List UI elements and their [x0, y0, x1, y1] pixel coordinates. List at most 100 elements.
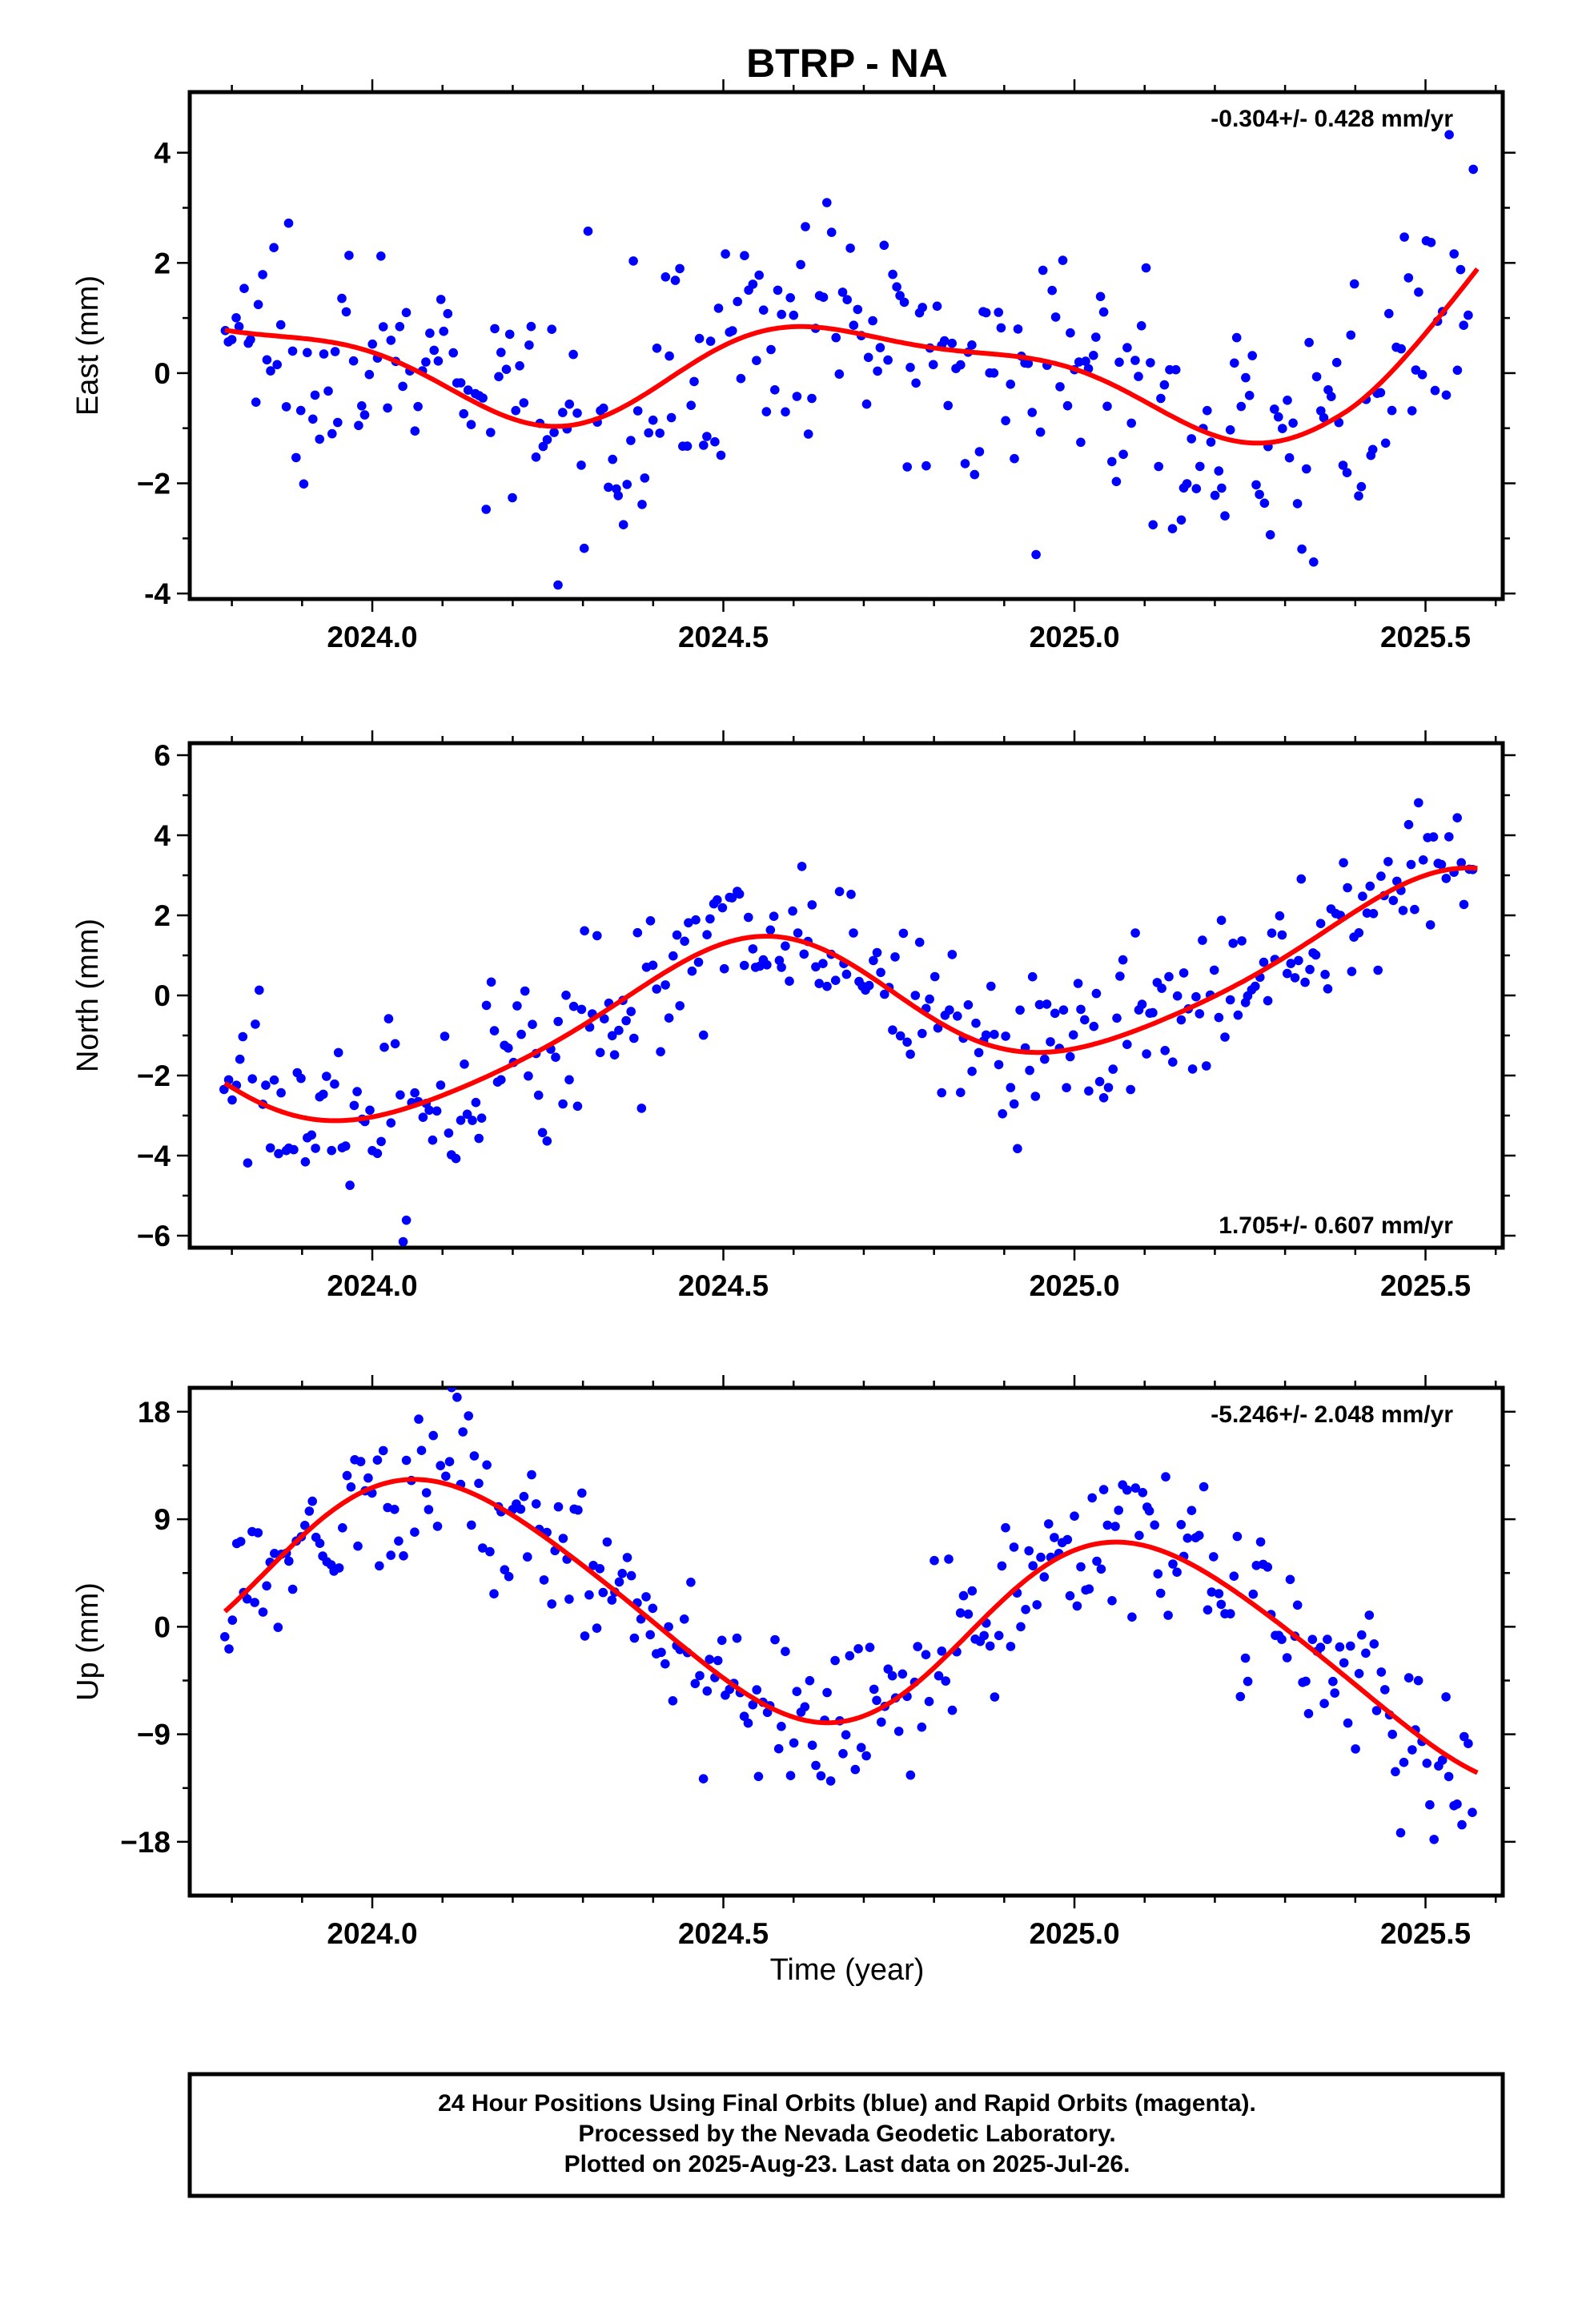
north-data-point: [1320, 970, 1330, 979]
east-data-point: [1403, 273, 1414, 283]
north-data-point: [1233, 1010, 1243, 1020]
north-data-point: [238, 1031, 248, 1042]
east-data-point: [344, 251, 354, 260]
north-data-point: [340, 1141, 351, 1151]
north-data-point: [1006, 1083, 1016, 1092]
north-data-point: [276, 1088, 286, 1098]
east-data-point: [1349, 279, 1359, 289]
north-data-point: [652, 984, 661, 994]
north-data-point: [1108, 1064, 1118, 1074]
east-data-point: [1111, 476, 1122, 487]
up-data-point: [690, 1679, 701, 1689]
east-data-point: [1319, 412, 1329, 423]
up-data-point: [474, 1478, 484, 1489]
north-data-point: [869, 955, 878, 966]
up-data-point: [242, 1594, 252, 1604]
east-x-tick-label: 2025.0: [1029, 621, 1119, 653]
north-data-point: [1220, 1032, 1230, 1042]
north-data-point: [432, 1106, 442, 1116]
up-data-point: [622, 1553, 632, 1562]
up-points: [220, 1388, 1477, 1844]
north-data-point: [307, 1130, 317, 1140]
east-data-point: [348, 356, 359, 366]
up-data-point: [1452, 1799, 1462, 1809]
east-data-point: [1186, 434, 1196, 444]
up-data-point: [1357, 1630, 1367, 1640]
east-data-point: [705, 336, 716, 346]
north-data-point: [1283, 968, 1292, 979]
north-data-point: [645, 916, 656, 926]
up-data-point: [838, 1749, 848, 1759]
up-data-point: [1376, 1667, 1387, 1677]
east-data-point: [239, 283, 249, 294]
east-data-point: [1156, 393, 1166, 404]
north-data-point: [396, 1090, 405, 1100]
east-data-point: [661, 272, 671, 282]
up-data-point: [1437, 1755, 1447, 1765]
up-data-point: [1315, 1642, 1326, 1652]
east-data-point: [1292, 499, 1303, 509]
east-y-tick-label: 4: [154, 137, 171, 170]
north-data-point: [1418, 855, 1428, 865]
east-data-point: [549, 428, 559, 437]
east-data-point: [883, 355, 893, 365]
north-data-point: [937, 1088, 946, 1098]
up-data-point: [897, 1669, 908, 1679]
east-data-point: [410, 426, 420, 436]
up-y-tick-label: 9: [154, 1503, 171, 1536]
up-data-point: [416, 1445, 427, 1455]
north-data-point: [914, 937, 925, 947]
north-data-point: [945, 1005, 954, 1015]
north-data-point: [986, 981, 996, 991]
north-data-point: [880, 989, 889, 999]
north-points: [219, 798, 1478, 1247]
east-data-point: [803, 429, 813, 439]
north-data-point: [744, 912, 753, 923]
up-data-point: [1122, 1485, 1132, 1495]
up-data-point: [1354, 1669, 1364, 1679]
north-data-point: [1122, 1039, 1132, 1049]
north-data-point: [1042, 999, 1052, 1009]
north-data-point: [1040, 1054, 1050, 1064]
north-data-point: [1187, 1064, 1198, 1074]
east-data-point: [1284, 452, 1295, 463]
east-data-point: [1411, 365, 1421, 375]
up-data-point: [781, 1647, 790, 1656]
north-data-point: [739, 960, 749, 971]
up-data-point: [1328, 1676, 1338, 1687]
north-data-point: [748, 944, 758, 954]
north-data-point: [444, 1128, 454, 1138]
north-data-point: [1444, 832, 1454, 842]
up-data-point: [444, 1457, 455, 1466]
north-data-point: [1094, 1076, 1105, 1087]
east-data-point: [666, 412, 677, 423]
up-data-point: [1098, 1485, 1109, 1494]
north-data-point: [533, 1090, 544, 1100]
east-data-point: [853, 304, 863, 315]
north-data-point: [1296, 874, 1307, 884]
east-data-point: [818, 292, 829, 303]
up-data-point: [686, 1578, 696, 1587]
east-data-point: [1399, 232, 1409, 242]
north-data-point: [440, 1031, 450, 1041]
up-data-point: [598, 1587, 608, 1598]
north-data-point: [1311, 950, 1321, 960]
up-data-point: [664, 1622, 673, 1632]
up-data-point: [753, 1771, 764, 1782]
up-data-point: [1395, 1827, 1406, 1838]
east-data-point: [1375, 388, 1386, 398]
east-data-point: [227, 335, 237, 344]
up-y-axis-label: Up (mm): [71, 1582, 105, 1701]
east-data-point: [845, 243, 855, 253]
up-data-point: [478, 1543, 488, 1553]
north-data-point: [734, 889, 745, 899]
east-data-point: [1126, 418, 1136, 428]
east-data-point: [956, 360, 966, 370]
north-data-point: [902, 1037, 912, 1047]
east-data-point: [246, 335, 255, 344]
north-data-point: [1347, 967, 1357, 976]
up-data-point: [1161, 1472, 1170, 1482]
east-data-point: [1265, 530, 1275, 540]
east-data-point: [1176, 515, 1186, 525]
up-data-point: [807, 1740, 817, 1751]
